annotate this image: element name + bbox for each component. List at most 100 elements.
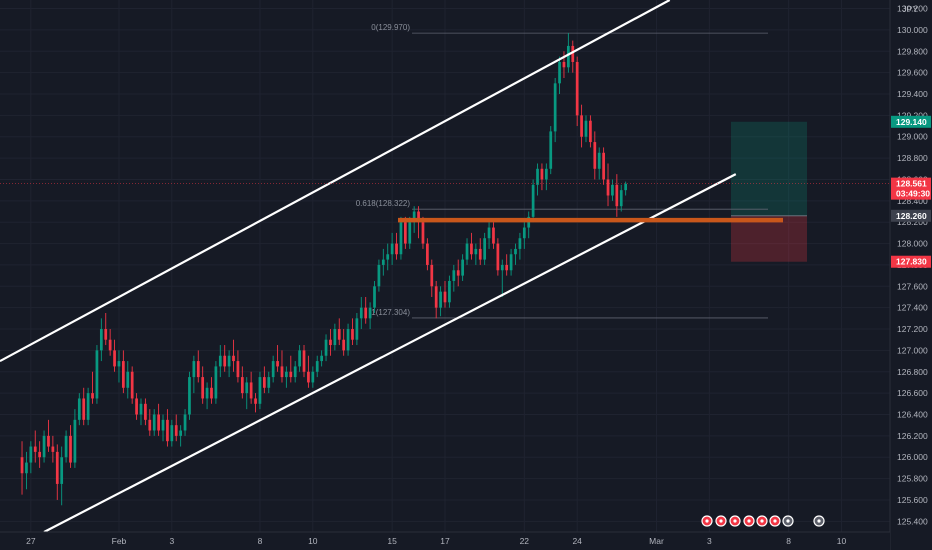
candle[interactable] <box>117 350 121 383</box>
candle[interactable] <box>311 366 315 388</box>
candle[interactable] <box>245 377 249 410</box>
candle[interactable] <box>42 430 46 463</box>
candle[interactable] <box>448 275 451 308</box>
candle[interactable] <box>571 40 575 73</box>
candle[interactable] <box>465 238 469 265</box>
candle[interactable] <box>130 366 134 404</box>
candle[interactable] <box>258 371 262 410</box>
candle[interactable] <box>478 238 482 265</box>
candle[interactable] <box>558 56 561 95</box>
candle[interactable] <box>210 377 213 404</box>
candle[interactable] <box>597 147 601 180</box>
candle[interactable] <box>522 222 526 249</box>
candle[interactable] <box>395 232 398 260</box>
candle[interactable] <box>280 350 284 383</box>
candle[interactable] <box>205 382 209 410</box>
candle[interactable] <box>139 398 143 426</box>
candle[interactable] <box>544 163 548 191</box>
candle[interactable] <box>33 430 37 463</box>
candle[interactable] <box>170 419 174 447</box>
candle[interactable] <box>183 409 187 436</box>
candle[interactable] <box>196 350 200 383</box>
event-marker-icon[interactable] <box>743 515 755 527</box>
candle[interactable] <box>430 259 434 297</box>
candle[interactable] <box>602 147 605 185</box>
candle[interactable] <box>443 280 447 308</box>
candle[interactable] <box>549 126 553 175</box>
candle[interactable] <box>218 345 222 378</box>
candle[interactable] <box>126 361 130 399</box>
event-markers[interactable] <box>701 515 825 527</box>
candle[interactable] <box>434 280 438 319</box>
candle[interactable] <box>179 425 183 447</box>
candle[interactable] <box>201 366 205 404</box>
candle[interactable] <box>60 446 64 506</box>
candle[interactable] <box>38 441 42 468</box>
candle[interactable] <box>122 350 125 394</box>
candle[interactable] <box>324 334 328 362</box>
candle[interactable] <box>91 371 94 404</box>
candle[interactable] <box>236 350 240 383</box>
candle[interactable] <box>381 248 385 276</box>
candle[interactable] <box>104 313 108 346</box>
candle[interactable] <box>51 435 55 463</box>
event-marker-icon[interactable] <box>756 515 768 527</box>
candle[interactable] <box>157 403 160 436</box>
candle[interactable] <box>364 296 368 324</box>
candle[interactable] <box>276 345 279 372</box>
candle[interactable] <box>461 254 464 281</box>
candle[interactable] <box>589 115 592 148</box>
event-marker-icon[interactable] <box>715 515 727 527</box>
candle[interactable] <box>29 441 33 474</box>
candle[interactable] <box>575 56 579 127</box>
candle[interactable] <box>492 222 495 249</box>
candle[interactable] <box>359 296 363 330</box>
candle[interactable] <box>86 387 90 426</box>
candle[interactable] <box>624 181 628 196</box>
candle[interactable] <box>377 259 381 292</box>
candle[interactable] <box>254 393 257 413</box>
candle[interactable] <box>188 371 191 420</box>
candle[interactable] <box>580 104 583 148</box>
drawn-lines[interactable] <box>0 0 783 533</box>
event-marker-icon[interactable] <box>769 515 781 527</box>
candle[interactable] <box>474 243 478 265</box>
candle[interactable] <box>223 345 227 372</box>
candle[interactable] <box>351 318 354 346</box>
candle[interactable] <box>298 345 301 372</box>
time-axis[interactable]: 27 Feb 3 8 10 15 17 22 24 Mar 3 8 10 <box>26 536 846 546</box>
candle[interactable] <box>166 409 169 447</box>
candle[interactable] <box>337 318 341 346</box>
candle[interactable] <box>342 329 346 356</box>
fibonacci-retracement[interactable]: 0(129.970) 0.618(128.322) 1(127.304) <box>356 23 768 319</box>
candle[interactable] <box>606 163 610 207</box>
candle[interactable] <box>161 414 165 442</box>
candle[interactable] <box>373 280 376 314</box>
candle[interactable] <box>452 264 456 292</box>
candle[interactable] <box>567 33 570 73</box>
candle[interactable] <box>69 425 72 468</box>
event-marker-icon[interactable] <box>782 515 794 527</box>
candle[interactable] <box>214 361 218 404</box>
candle[interactable] <box>293 361 297 383</box>
event-marker-icon[interactable] <box>729 515 741 527</box>
candle[interactable] <box>487 222 491 249</box>
price-axis[interactable]: 125.400 125.600 125.800 126.000 126.200 126.4… <box>897 4 928 527</box>
candle[interactable] <box>64 430 68 463</box>
candle[interactable] <box>302 345 306 378</box>
candle[interactable] <box>584 115 588 143</box>
candle[interactable] <box>289 355 293 383</box>
candle[interactable] <box>307 355 310 388</box>
candle[interactable] <box>113 339 116 372</box>
candle[interactable] <box>135 393 138 420</box>
candle[interactable] <box>271 355 275 383</box>
candle[interactable] <box>540 163 544 191</box>
candle[interactable] <box>553 77 557 143</box>
channel-upper-line[interactable] <box>0 0 671 363</box>
candle[interactable] <box>148 409 152 436</box>
candle[interactable] <box>285 366 288 388</box>
candle[interactable] <box>390 232 394 265</box>
channel-lower-line[interactable] <box>43 173 737 533</box>
candle[interactable] <box>426 238 429 271</box>
candle[interactable] <box>355 313 359 346</box>
